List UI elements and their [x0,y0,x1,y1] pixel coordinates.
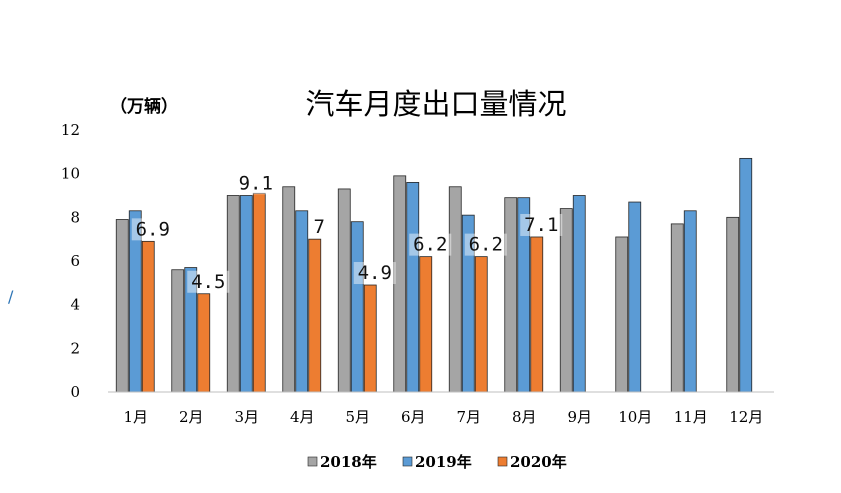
x-tick-label: 9月 [567,408,592,426]
data-label-2020-7月: 6.2 [469,234,503,256]
bar-2020年-5月 [363,284,377,393]
bar-2020年-8月 [530,236,544,393]
bar-2020年-6月 [419,256,433,393]
data-label-2020-5月: 4.9 [358,262,392,284]
x-tick-label: 5月 [345,408,370,426]
bar-2018年-7月 [448,186,462,393]
data-label-bg [187,270,230,293]
data-label-bg [310,216,329,239]
y-axis-unit-label: （万辆） [110,96,178,117]
bar-2019年-12月 [739,157,753,393]
x-tick-label: 11月 [674,408,708,426]
legend-label-2019年: 2019年 [415,453,472,471]
legend: 2018年 2019年 2020年 [307,453,567,471]
legend-swatch-2019年 [402,456,413,467]
y-axis-ticks: 0 2 4 6 8 10 12 [61,121,80,401]
bar-2019年-5月 [350,221,364,393]
legend-label-2020年: 2020年 [510,453,567,471]
stray-mark: / [8,287,14,306]
bar-2020年-7月 [474,256,488,393]
data-label-bg [353,262,396,285]
legend-swatch-2018年 [307,456,318,467]
chart-title: 汽车月度出口量情况 [305,87,566,121]
data-label-2020-3月: 9.1 [239,172,273,194]
bar-2019年-9月 [572,195,586,393]
bar-2018年-1月 [115,219,129,393]
data-label-2020-2月: 4.5 [191,271,225,293]
data-label-bg [234,172,277,195]
x-tick-label: 1月 [123,408,148,426]
x-tick-label: 3月 [234,408,259,426]
bar-2019年-3月 [239,195,253,393]
x-axis-ticks: 1月 2月 3月 4月 5月 6月 7月 8月 9月 10月 11月 12月 [123,408,763,426]
bar-2018年-10月 [615,236,629,393]
bar-2018年-12月 [726,216,740,393]
bar-2020年-1月 [141,240,155,393]
bar-2018年-8月 [504,197,518,393]
x-tick-label: 2月 [179,408,204,426]
legend-label-2018年: 2018年 [320,453,377,471]
y-tick-label: 6 [70,252,80,270]
x-tick-label: 7月 [456,408,481,426]
bar-2020年-4月 [308,238,322,393]
data-label-bg [520,213,563,236]
y-tick-label: 0 [70,383,80,401]
bar-2018年-2月 [171,269,185,393]
data-label-2020-6月: 6.2 [413,234,447,256]
data-label-bg [131,218,174,241]
y-tick-label: 2 [70,339,80,357]
bar-2018年-3月 [226,195,240,393]
bar-2020年-2月 [197,293,211,393]
y-tick-label: 12 [61,121,80,139]
bar-2019年-6月 [406,181,420,393]
bar-2018年-4月 [282,186,296,393]
bar-2018年-11月 [670,223,684,393]
x-tick-label: 6月 [401,408,426,426]
bar-2020年-3月 [252,192,266,393]
x-tick-label: 4月 [290,408,315,426]
bar-2018年-9月 [559,208,573,393]
bar-2018年-5月 [337,188,351,393]
data-label-bg [409,233,452,256]
data-labels: 6.9 4.5 9.1 7 4.9 6.2 6.2 7.1 [131,172,563,293]
legend-swatch-2020年 [497,456,508,467]
bar-2019年-10月 [628,201,642,393]
bar-2019年-4月 [295,210,309,393]
data-label-2020-4月: 7 [314,216,325,238]
x-tick-label: 12月 [729,408,763,426]
data-label-2020-8月: 7.1 [524,214,558,236]
data-label-bg [464,233,507,256]
data-label-2020-1月: 6.9 [136,218,170,240]
y-tick-label: 4 [70,296,80,314]
bar-series [115,157,753,393]
y-tick-label: 10 [61,165,80,183]
x-tick-label: 10月 [618,408,652,426]
bar-2019年-11月 [683,210,697,393]
y-tick-label: 8 [70,208,80,226]
x-tick-label: 8月 [512,408,537,426]
